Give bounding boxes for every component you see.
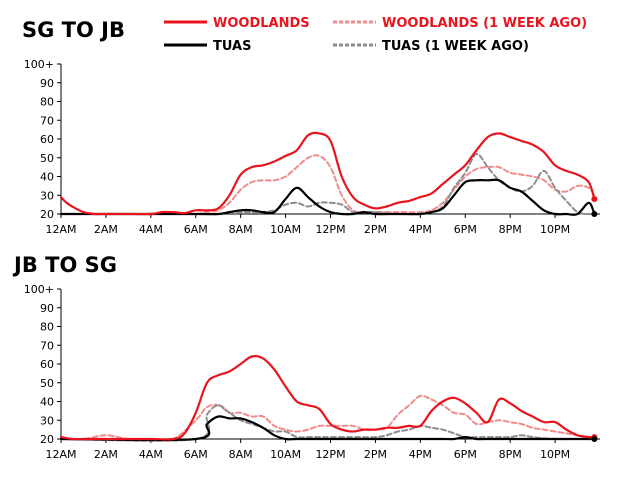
x-tick-label: 2AM (94, 223, 118, 236)
y-tick-label: 40 (40, 171, 54, 184)
x-tick-label: 12PM (315, 223, 345, 236)
y-tick-label: 80 (40, 321, 54, 334)
x-tick-label: 4AM (139, 448, 163, 461)
y-tick-label: 40 (40, 396, 54, 409)
x-tick-label: 8AM (229, 223, 253, 236)
legend-label-tuas-prev: TUAS (1 WEEK AGO) (382, 39, 529, 54)
x-tick-label: 4PM (409, 223, 432, 236)
y-tick-label: 90 (40, 77, 54, 90)
y-tick-label: 70 (40, 339, 54, 352)
plot-sg-to-jb: 20 30 40 50 60 70 80 90 100+ 12AM 2AM 4AM 6AM 8AM 10AM… (24, 58, 600, 236)
x-tick-label: 6AM (184, 223, 208, 236)
x-tick-label: 8PM (499, 223, 522, 236)
series-line-woodlands-prev (60, 394, 596, 442)
y-tick-label: 30 (40, 414, 54, 427)
y-tick-label: 20 (40, 433, 54, 446)
x-tick-label: 10PM (540, 223, 570, 236)
legend-label-woodlands: WOODLANDS (213, 16, 310, 31)
series-line-woodlands-prev (60, 154, 596, 216)
x-tick-label: 10AM (270, 223, 301, 236)
legend: WOODLANDS WOODLANDS (1 WEEK AGO) TUAS TU… (164, 16, 587, 54)
series-line-tuas (59, 178, 596, 216)
y-tick-label: 80 (40, 96, 54, 109)
series-endpoint-tuas (591, 436, 598, 442)
series-line-tuas (59, 415, 596, 442)
y-tick-label: 70 (40, 114, 54, 127)
chart-title-sg-to-jb: SG TO JB (22, 18, 125, 42)
y-tick-label: 100+ (24, 283, 54, 296)
x-tick-label: 4AM (139, 223, 163, 236)
x-tick-label: 2PM (364, 448, 387, 461)
y-tick-label: 30 (40, 189, 54, 202)
y-tick-label: 50 (40, 377, 54, 390)
y-tick-label: 90 (40, 302, 54, 315)
y-tick-label: 60 (40, 358, 54, 371)
x-tick-label: 6PM (454, 223, 477, 236)
x-tick-label: 6PM (454, 448, 477, 461)
x-tick-label: 6AM (184, 448, 208, 461)
y-tick-label: 60 (40, 133, 54, 146)
chart-title-jb-to-sg: JB TO SG (12, 253, 117, 277)
plot-jb-to-sg: 20 30 40 50 60 70 80 90 100+ 12AM 2AM 4AM 6AM 8AM 10AM… (24, 283, 600, 461)
series-endpoint-tuas (591, 211, 598, 217)
legend-label-tuas: TUAS (213, 39, 251, 54)
x-tick-label: 8PM (499, 448, 522, 461)
series-line-tuas-prev (60, 404, 596, 442)
series-line-woodlands (59, 355, 596, 441)
y-tick-label: 50 (40, 152, 54, 165)
x-tick-label: 12PM (315, 448, 345, 461)
x-tick-label: 10AM (270, 448, 301, 461)
y-tick-label: 20 (40, 208, 54, 221)
x-tick-label: 10PM (540, 448, 570, 461)
x-tick-label: 2AM (94, 448, 118, 461)
series-endpoint-woodlands (591, 196, 598, 202)
x-tick-label: 8AM (229, 448, 253, 461)
x-tick-label: 2PM (364, 223, 387, 236)
x-tick-label: 12AM (45, 223, 76, 236)
x-tick-label: 4PM (409, 448, 432, 461)
series-line-woodlands (59, 131, 596, 216)
legend-label-woodlands-prev: WOODLANDS (1 WEEK AGO) (382, 16, 587, 31)
y-tick-label: 100+ (24, 58, 54, 71)
x-tick-label: 12AM (45, 448, 76, 461)
